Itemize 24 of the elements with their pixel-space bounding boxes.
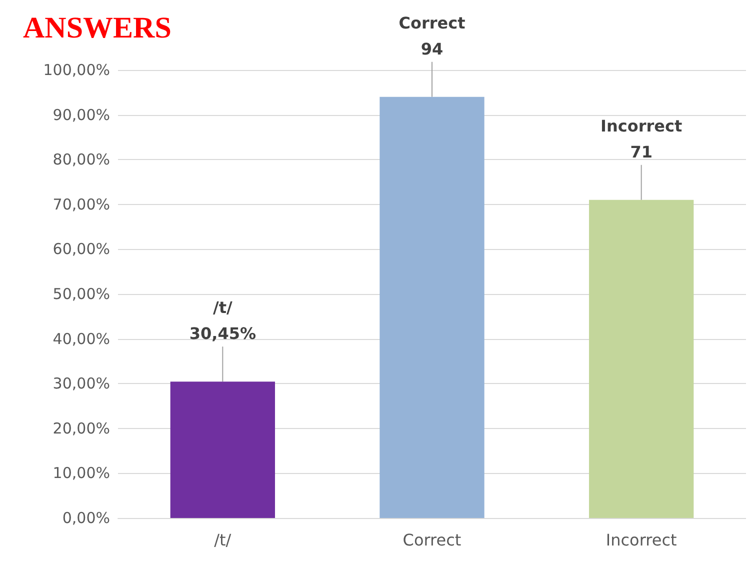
data-label: 94 xyxy=(420,39,444,58)
x-tick-label: /t/ xyxy=(214,530,232,550)
y-tick-label: 30,00% xyxy=(52,374,110,393)
category-label: /t/ xyxy=(212,298,232,318)
category-label: Incorrect xyxy=(600,116,682,136)
bar xyxy=(380,96,484,518)
x-tick-label: Incorrect xyxy=(606,530,677,550)
y-tick-label: 0,00% xyxy=(62,509,110,527)
y-tick-label: 20,00% xyxy=(52,419,110,438)
y-tick-label: 40,00% xyxy=(52,330,110,348)
bar xyxy=(589,200,694,518)
y-tick-label: 10,00% xyxy=(52,464,110,482)
category-label: Correct xyxy=(398,13,466,32)
y-tick-label: 60,00% xyxy=(52,240,110,258)
y-tick-label: 80,00% xyxy=(52,150,110,169)
y-tick-label: 50,00% xyxy=(52,285,110,303)
y-tick-label: 70,00% xyxy=(52,195,110,214)
bar xyxy=(170,382,275,518)
data-label: 71 xyxy=(630,142,652,162)
data-label: 30,45% xyxy=(189,324,256,344)
chart-title: ANSWERS xyxy=(23,12,172,44)
y-tick-label: 90,00% xyxy=(52,106,110,124)
y-tick-label: 100,00% xyxy=(43,61,110,79)
x-tick-label: Correct xyxy=(402,530,462,550)
